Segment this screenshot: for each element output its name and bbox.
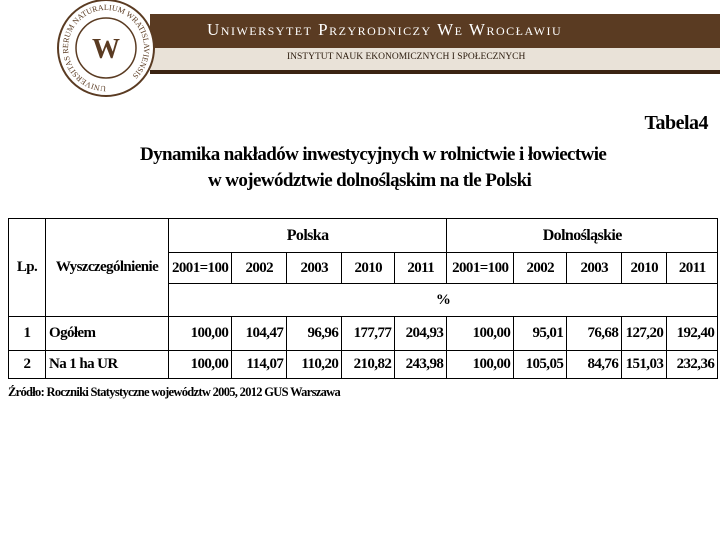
logo: UNIVERSITAS RERUM NATURALIUM WRATISLAVIE… xyxy=(57,0,155,97)
cell-value: 177,77 xyxy=(341,316,396,351)
table-row: Lp. Wyszczególnienie Polska Dolnośląskie xyxy=(8,218,719,317)
cell-value: 114,07 xyxy=(231,350,288,379)
year-header: 2010 xyxy=(621,252,668,284)
year-header: 2003 xyxy=(286,252,343,284)
group-header: Dolnośląskie xyxy=(446,218,719,253)
header-title: Uniwersytet Przyrodniczy we Wrocławiu xyxy=(207,20,563,39)
year-header: 2011 xyxy=(394,252,448,284)
header-band xyxy=(150,14,720,48)
cell-value: 232,36 xyxy=(666,350,719,379)
year-header: 2011 xyxy=(666,252,719,284)
table-row: 1 Ogółem 100,00 104,47 96,96 177,77 204,93 100,… xyxy=(8,316,719,351)
cell-value: 210,82 xyxy=(341,350,396,379)
unit-header: % xyxy=(167,283,719,317)
cell-value: 127,20 xyxy=(621,316,668,351)
column-header: Wyszczególnienie xyxy=(45,218,169,317)
year-header: 2001=100 xyxy=(446,252,515,284)
year-header: 2010 xyxy=(341,252,396,284)
cell-value: 100,00 xyxy=(446,316,515,351)
cell-value: 96,96 xyxy=(286,316,343,351)
table-row: 2 Na 1 ha UR 100,00 114,07 110,20 210,82 243,9… xyxy=(8,350,719,379)
cell-value: 105,05 xyxy=(513,350,568,379)
cell-value: 110,20 xyxy=(286,350,343,379)
cell-value: 100,00 xyxy=(167,316,233,351)
cell-value: 84,76 xyxy=(566,350,623,379)
year-header: 2003 xyxy=(566,252,623,284)
table-label: Tabela4 xyxy=(644,112,708,134)
cell-value: 151,03 xyxy=(621,350,668,379)
row-label: Na 1 ha UR xyxy=(45,350,169,379)
cell-value: 95,01 xyxy=(513,316,568,351)
cell-value: 192,40 xyxy=(666,316,719,351)
header-subtitle: INSTYTUT NAUK EKONOMICZNYCH I SPOŁECZNYC… xyxy=(287,52,526,62)
header-rule xyxy=(150,70,720,74)
row-label: 1 xyxy=(8,316,46,351)
row-label: Ogółem xyxy=(45,316,169,351)
cell-value: 76,68 xyxy=(566,316,623,351)
header-band-light xyxy=(150,48,720,70)
cell-value: 204,93 xyxy=(394,316,448,351)
cell-value: 100,00 xyxy=(167,350,233,379)
row-label: 2 xyxy=(8,350,46,379)
group-header: Polska xyxy=(167,218,448,253)
logo-letter: W xyxy=(92,34,120,65)
year-header: 2002 xyxy=(231,252,288,284)
heading-line: w województwie dolnośląskim na tle Polsk… xyxy=(208,170,532,191)
column-header: Lp. xyxy=(8,218,46,317)
table: Lp. Wyszczególnienie Polska Dolnośląskie 200… xyxy=(8,218,719,379)
source-note: Źródło: Roczniki Statystyczne województw… xyxy=(8,385,341,399)
heading-line: Dynamika nakładów inwestycyjnych w rolni… xyxy=(140,144,607,165)
year-header: 2002 xyxy=(513,252,568,284)
cell-value: 100,00 xyxy=(446,350,515,379)
cell-value: 104,47 xyxy=(231,316,288,351)
cell-value: 243,98 xyxy=(394,350,448,379)
year-header: 2001=100 xyxy=(167,252,233,284)
